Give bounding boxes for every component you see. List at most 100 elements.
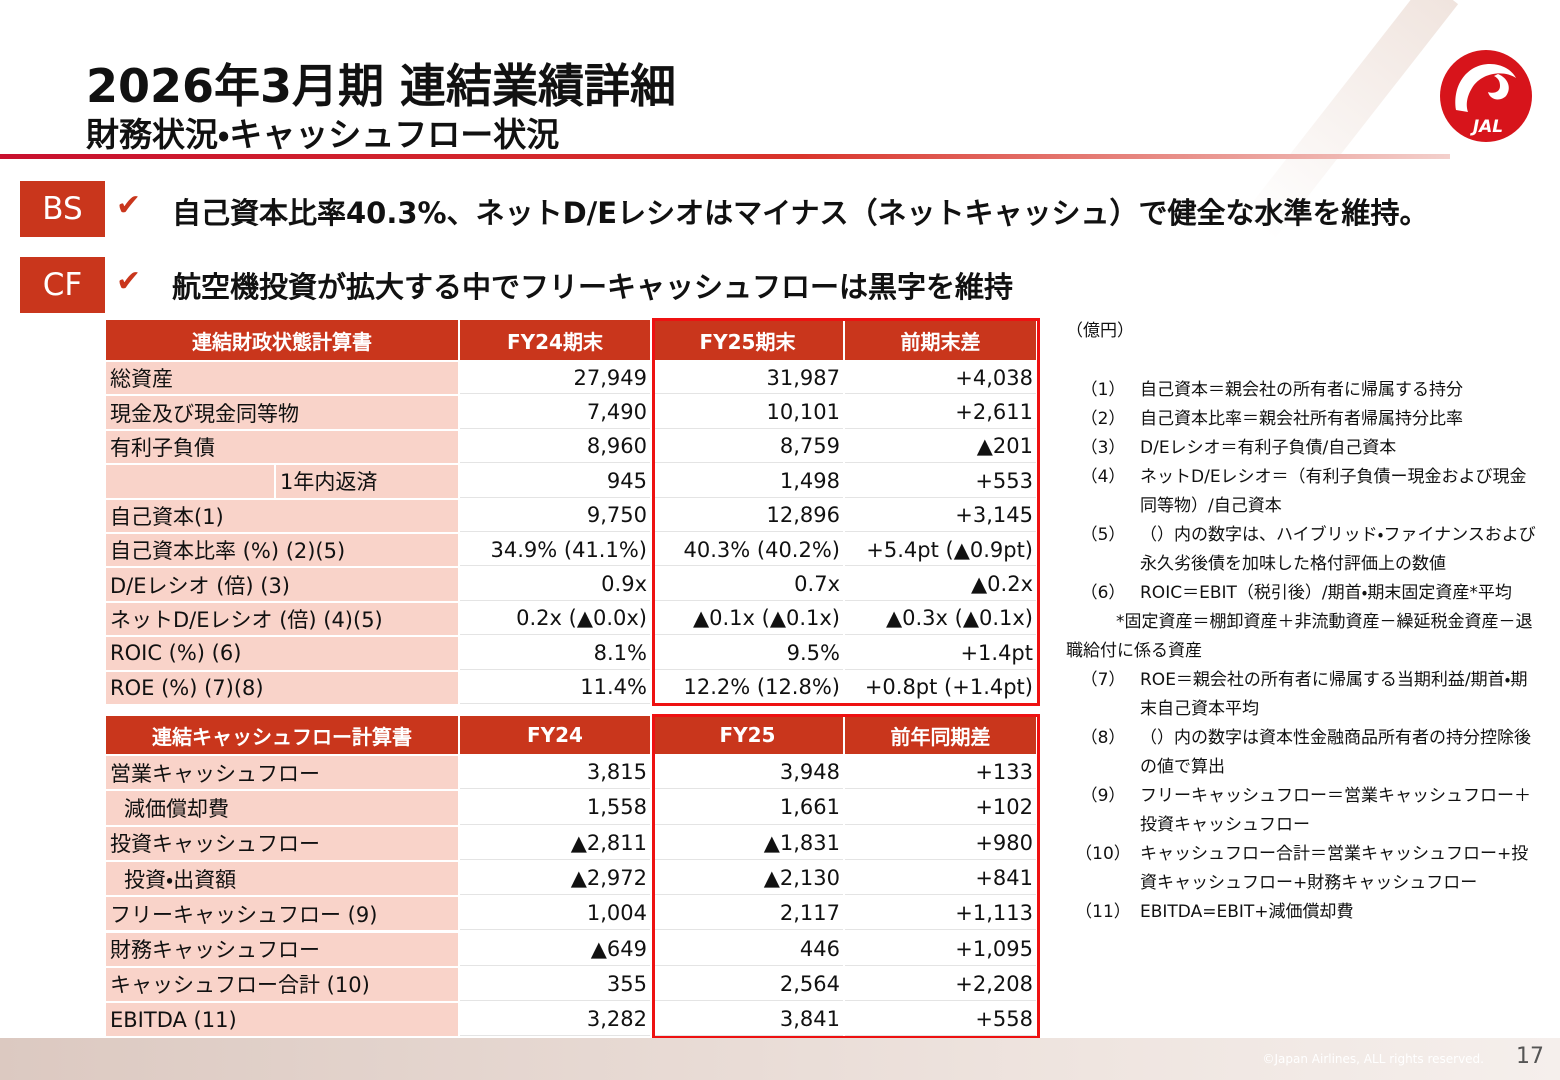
note: （5） （）内の数字は、ハイブリッド・ファイナンスおよび永久劣後債を加味した格付評… [1066,521,1541,579]
notes: （1） 自己資本＝親会社の所有者に帰属する持分 （2） 自己資本比率＝親会社所有者帰属… [1066,376,1541,927]
note: （10） キャッシュフロー合計＝営業キャッシュフロー+投資キャッシュフロー+財務キ… [1066,840,1541,898]
note: （8） （）内の数字は資本性金融商品所有者の持分控除後の値で算出 [1066,724,1541,782]
row-label: ROE (%) (7)(8) [106,671,458,704]
title: 2026年3月期 連結業績詳細 [86,59,677,113]
note-extra: *固定資産＝棚卸資産＋非流動資産－繰延税金資産－退職給付に係る資産 [1066,612,1533,661]
note-number: （7） [1080,670,1126,690]
header-cell: 前期末差 [845,320,1036,360]
copyright: ©Japan Airlines, ALL rights reserved. [1262,1052,1485,1066]
point-text: 自己資本比率40.3%、ネットD/Eレシオはマイナス（ネットキャッシュ）で健全な… [172,196,1429,230]
value-cell: 3,282 [460,1003,650,1037]
value-cell: 1,661 [652,791,843,825]
tag: BS [20,181,105,237]
note-number: （5） [1080,525,1126,545]
note-text: ROIC＝EBIT（税引後）/期首・期末固定資産*平均 [1140,583,1512,603]
value-cell: 12,896 [652,499,843,532]
check-mark: ✔ [116,264,142,299]
tag: CF [20,257,105,313]
title-rule [0,154,1450,159]
value-cell: 11.4% [460,671,650,704]
note: （2） 自己資本比率＝親会社所有者帰属持分比率 [1066,405,1541,434]
note: （11） EBITDA=EBIT+減価償却費 [1066,898,1541,927]
row-label: 1年内返済 [276,465,458,498]
row-label: 総資産 [106,362,458,395]
note-text: キャッシュフロー合計＝営業キャッシュフロー+投資キャッシュフロー+財務キャッシュ… [1140,844,1529,893]
value-cell: +1,095 [845,932,1036,966]
header-cell: 連結財政状態計算書 [106,320,458,360]
value-cell: 40.3% (40.2%) [652,534,843,567]
footer-band [0,1038,1560,1080]
row-label: 減価償却費 [106,791,458,825]
header-cell: FY24期末 [460,320,650,360]
note: （4） ネットD/Eレシオ＝（有利子負債ー現金および現金同等物）/自己資本 [1066,463,1541,521]
value-cell: 3,841 [652,1003,843,1037]
note-text: 自己資本比率＝親会社所有者帰属持分比率 [1140,409,1463,429]
note-number: （10） [1075,844,1131,864]
value-cell: +133 [845,756,1036,790]
value-cell: 3,815 [460,756,650,790]
value-cell: +980 [845,826,1036,860]
value-cell: +0.8pt (+1.4pt) [845,671,1036,704]
value-cell: 12.2% (12.8%) [652,671,843,704]
row-label: 有利子負債 [106,430,458,464]
row-label: ROIC (%) (6) [106,637,458,670]
value-cell: ▲0.2x [845,568,1036,601]
note-number: （2） [1080,409,1126,429]
row-label: 投資キャッシュフロー [106,826,458,860]
value-cell: 945 [460,465,650,498]
page-number: 17 [1516,1044,1544,1069]
note-text: ROE＝親会社の所有者に帰属する当期利益/期首・期末自己資本平均 [1140,670,1528,719]
note-number: （3） [1080,438,1126,458]
value-cell: 0.2x (▲0.0x) [460,602,650,636]
note: （7） ROE＝親会社の所有者に帰属する当期利益/期首・期末自己資本平均 [1066,666,1541,724]
value-cell: ▲2,130 [652,861,843,896]
note-number: （11） [1075,902,1131,922]
value-cell: +102 [845,791,1036,825]
note-text: （）内の数字は資本性金融商品所有者の持分控除後の値で算出 [1140,728,1531,777]
note: （1） 自己資本＝親会社の所有者に帰属する持分 [1066,376,1541,405]
value-cell: +1,113 [845,897,1036,931]
row-label: 自己資本(1) [106,499,458,532]
value-cell: +5.4pt (▲0.9pt) [845,534,1036,567]
value-cell: ▲2,972 [460,861,650,896]
row-label: EBITDA (11) [106,1003,458,1037]
note-text: D/Eレシオ＝有利子負債/自己資本 [1140,438,1397,458]
row-label: フリーキャッシュフロー (9) [106,897,458,931]
point-text: 航空機投資が拡大する中でフリーキャッシュフローは黒字を維持 [172,270,1014,304]
value-cell: 34.9% (41.1%) [460,534,650,567]
value-cell: 1,004 [460,897,650,931]
header-cell: FY25期末 [652,320,843,360]
note-text: フリーキャッシュフロー＝営業キャッシュフロー＋投資キャッシュフロー [1140,786,1531,835]
header-cell: 前年同期差 [845,716,1036,754]
note-number: （8） [1080,728,1126,748]
header-cell: FY24 [460,716,650,754]
value-cell: +4,038 [845,362,1036,395]
row-label: 自己資本比率 (%) (2)(5) [106,534,458,567]
row-label: 財務キャッシュフロー [106,932,458,966]
note-text: EBITDA=EBIT+減価償却費 [1140,902,1354,922]
check-mark: ✔ [116,188,142,223]
value-cell: 3,948 [652,756,843,790]
value-cell: 446 [652,932,843,966]
logo-crane-wing [1455,64,1516,112]
logo-crane-head [1488,74,1509,100]
value-cell: 9,750 [460,499,650,532]
header-cell: 連結キャッシュフロー計算書 [106,716,458,754]
note: （9） フリーキャッシュフロー＝営業キャッシュフロー＋投資キャッシュフロー [1066,782,1541,840]
value-cell: +3,145 [845,499,1036,532]
label-cell [106,465,274,498]
value-cell: 9.5% [652,637,843,670]
row-label: 営業キャッシュフロー [106,756,458,790]
note-text: ネットD/Eレシオ＝（有利子負債ー現金および現金同等物）/自己資本 [1140,467,1527,516]
value-cell: 0.7x [652,568,843,601]
value-cell: 2,564 [652,967,843,1002]
value-cell: +2,611 [845,396,1036,429]
unit-label: （億円） [1066,321,1134,341]
value-cell: +553 [845,465,1036,498]
value-cell: +2,208 [845,967,1036,1002]
value-cell: 8.1% [460,637,650,670]
row-label: 現金及び現金同等物 [106,396,458,429]
value-cell: +558 [845,1003,1036,1037]
subtitle: 財務状況・キャッシュフロー状況 [86,115,560,154]
